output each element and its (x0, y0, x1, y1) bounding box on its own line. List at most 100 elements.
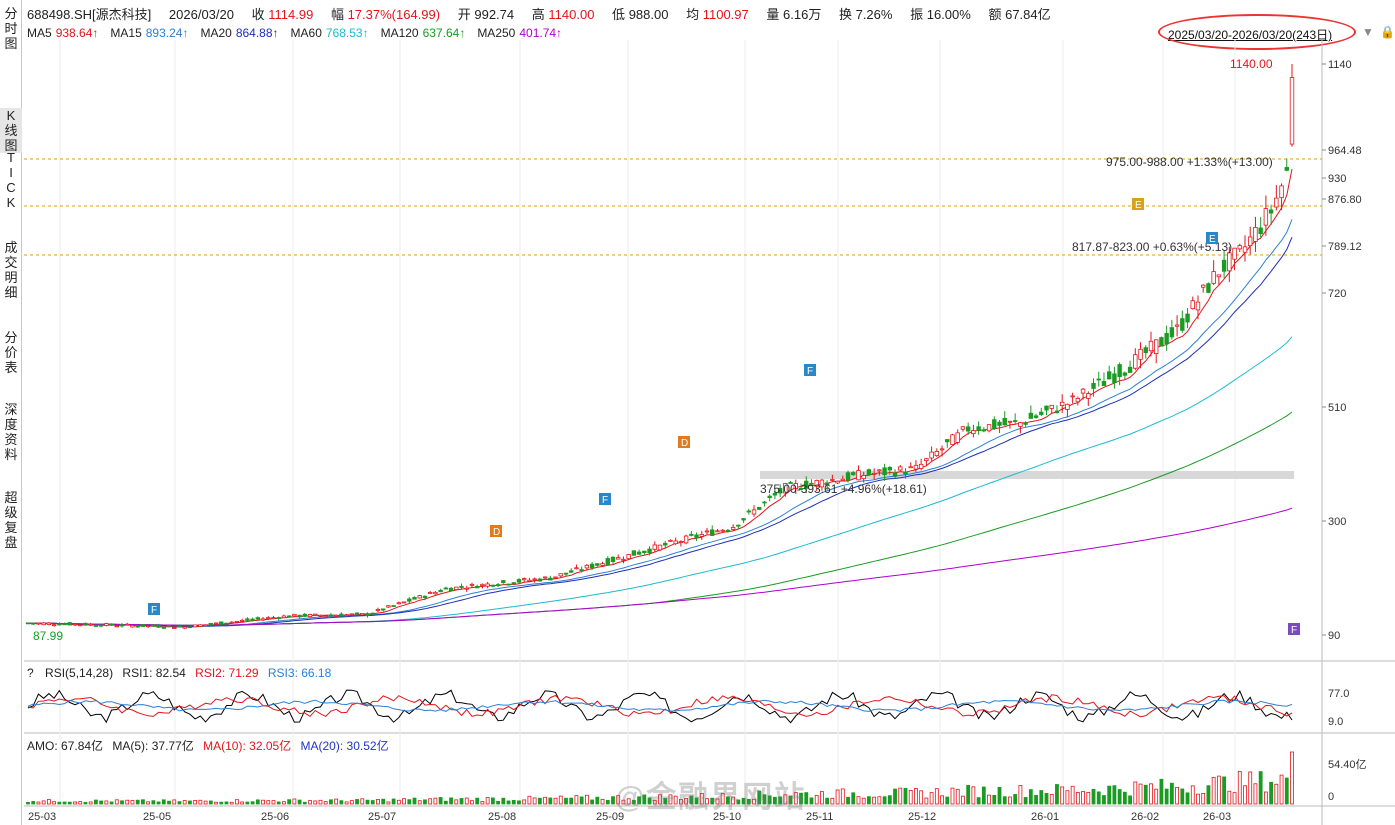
candle-body (830, 479, 835, 481)
rsi2-label: RSI2: (195, 666, 226, 680)
candle-body (192, 624, 198, 628)
sidebar-tab-0[interactable]: 分时图 (4, 6, 18, 51)
candle-body (741, 518, 746, 521)
amo-bar (976, 797, 981, 805)
date-axis-label: 25-07 (368, 811, 396, 823)
amo-bar (574, 795, 579, 805)
candle-body (877, 469, 882, 472)
candle-body (1195, 301, 1201, 311)
amo-bar (57, 801, 62, 805)
amo-bar (511, 799, 516, 805)
candle-body (1284, 167, 1289, 171)
amo-bar (1070, 785, 1075, 805)
candle-body (318, 614, 323, 617)
help-icon[interactable]: ? (27, 666, 34, 680)
amo-bar (673, 795, 678, 805)
candle-body (960, 426, 966, 430)
candle-body (354, 612, 360, 615)
amo-ma5-label: MA(5): (112, 739, 149, 753)
candle-body (1180, 318, 1185, 331)
amo-bar (1128, 795, 1132, 805)
sidebar-tab-3[interactable]: 成交明细 (4, 240, 18, 300)
amo-bar (882, 796, 887, 805)
amo-bar (198, 799, 203, 805)
amo-bar (1211, 776, 1216, 805)
candle-body (427, 592, 433, 594)
candle-body (72, 623, 78, 626)
rsi-axis-label: 77.0 (1328, 688, 1349, 700)
amo-bar (940, 795, 944, 805)
candle-body (161, 626, 167, 629)
date-axis-label: 25-12 (908, 811, 936, 823)
date-axis-label: 25-09 (596, 811, 624, 823)
candle-body (981, 429, 987, 432)
amo-bar (710, 797, 715, 805)
ma-value: 893.24↑ (145, 26, 189, 40)
candle-body (1253, 226, 1258, 242)
amo-bar (1206, 785, 1211, 805)
amo-bar (120, 800, 124, 805)
candle-body (971, 430, 976, 435)
amo-bar (908, 790, 913, 805)
candle-body (746, 510, 751, 513)
candle-body (548, 577, 553, 581)
candle-body (307, 614, 313, 618)
candle-body (443, 587, 449, 590)
sidebar-tab-5[interactable]: 深度资料 (4, 402, 18, 462)
amo-bar (167, 800, 171, 805)
amo-bar (1216, 775, 1221, 805)
amo-bar (41, 800, 46, 805)
candle-body (349, 613, 355, 616)
amo-bar (699, 792, 704, 805)
candle-body (668, 539, 673, 542)
amo-bar (997, 787, 1002, 805)
low-price: 988.00 (628, 7, 669, 22)
candle-body (1248, 236, 1253, 247)
candle-body (302, 613, 308, 617)
rsi3-label: RSI3: (267, 666, 298, 680)
amo-bar (83, 801, 88, 805)
amo-bar (94, 799, 98, 805)
amo-bar (579, 796, 584, 805)
amo-bar (1002, 796, 1007, 805)
dropdown-triangle-icon[interactable]: ▼ (1362, 25, 1374, 39)
candle-body (621, 558, 626, 561)
amo-bar (250, 801, 255, 805)
rsi1-label: RSI1: (122, 666, 153, 680)
candle-body (553, 576, 558, 579)
sidebar-tab-4[interactable]: 分价表 (4, 330, 18, 375)
candle-body (313, 613, 318, 616)
amo-bar (584, 794, 589, 805)
amo-bar (1023, 797, 1028, 805)
candle-body (1174, 324, 1180, 327)
candle-body (1237, 245, 1242, 250)
candle-body (584, 564, 590, 569)
sidebar-tab-6[interactable]: 超级复盘 (4, 490, 18, 550)
candle-body (1148, 340, 1154, 352)
ma-item: MA60 768.53↑ (291, 26, 369, 40)
amo-bar (981, 786, 986, 805)
amo-bar (856, 796, 861, 805)
amo-bar (52, 801, 57, 805)
candle-body (882, 467, 887, 476)
candle-body (1054, 410, 1060, 414)
amo-bar (485, 797, 490, 805)
amo-bar (182, 800, 187, 805)
marker-badge (490, 525, 502, 537)
date-range-selector[interactable]: 2025/03/20-2026/03/20(243日) (1168, 28, 1333, 42)
candle-body (610, 556, 616, 562)
amo-bar (203, 800, 208, 805)
lock-icon[interactable]: 🔒 (1380, 25, 1395, 39)
amo-bar (193, 800, 198, 805)
candle-body (292, 613, 297, 617)
amo-bar (1274, 783, 1279, 805)
amo-bar (1112, 785, 1117, 805)
candle-body (125, 623, 130, 626)
amo-bar (825, 797, 830, 805)
amo-bar (678, 799, 683, 805)
price-axis-label: 300 (1328, 516, 1346, 528)
amo-bar (496, 800, 500, 805)
